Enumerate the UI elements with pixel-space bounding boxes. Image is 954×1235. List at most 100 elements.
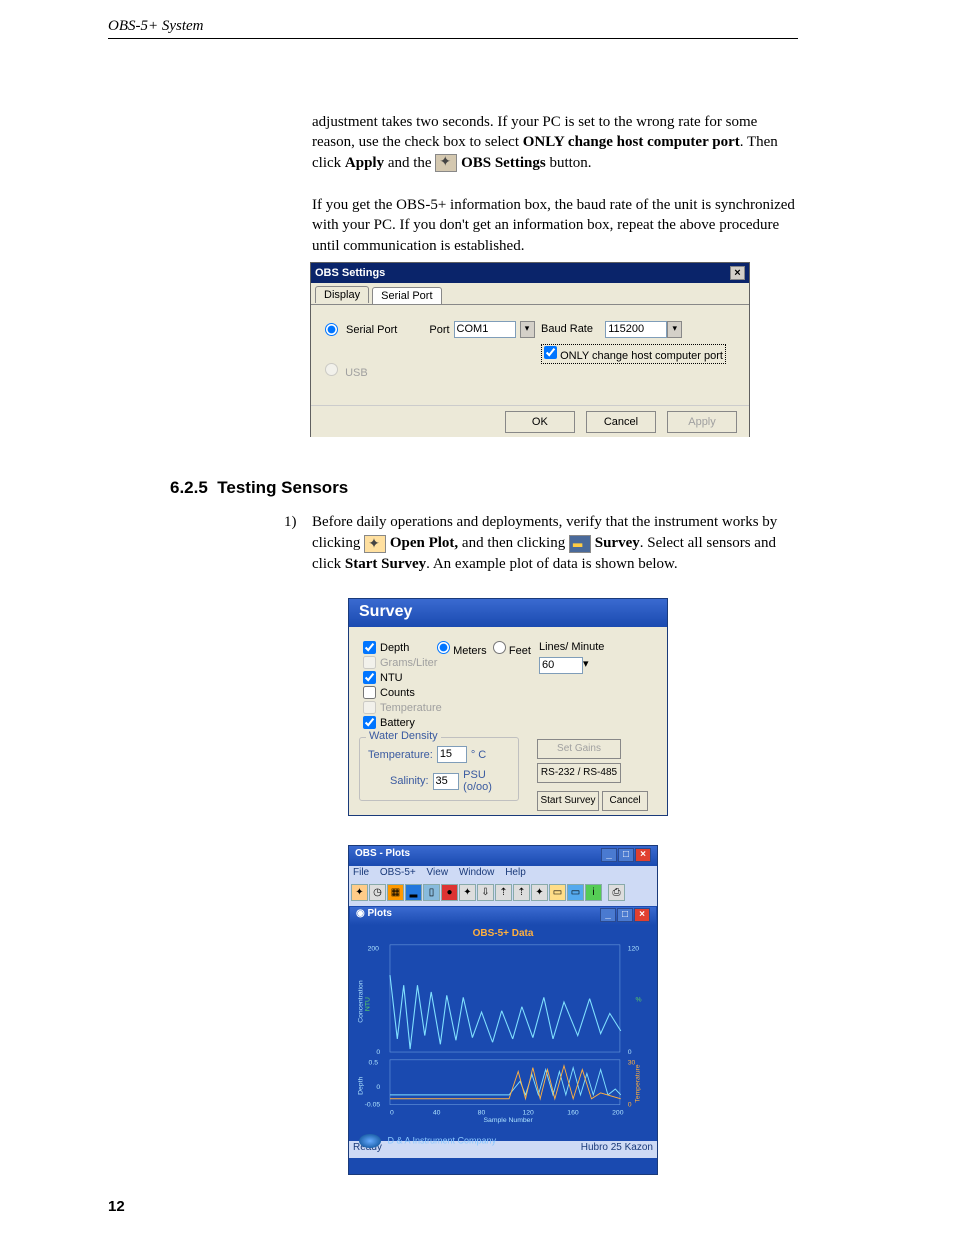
menu-window[interactable]: Window bbox=[459, 867, 495, 878]
dropdown-arrow-icon[interactable]: ▾ bbox=[667, 321, 682, 338]
feet-label: Feet bbox=[509, 645, 531, 657]
ylabel-conc-sub: NTU bbox=[365, 997, 372, 1011]
baud-select[interactable]: 115200 bbox=[605, 321, 667, 338]
meters-label: Meters bbox=[453, 645, 487, 657]
xlabel: Sample Number bbox=[484, 1117, 534, 1124]
close-icon[interactable]: × bbox=[635, 848, 651, 862]
ylabel-depth: Depth bbox=[358, 1077, 365, 1095]
serial-port-label: Serial Port bbox=[346, 324, 397, 336]
inner-window-buttons: _□× bbox=[599, 908, 650, 924]
toolbar-config-icon[interactable]: ✦ bbox=[531, 884, 548, 901]
minimize-icon[interactable]: _ bbox=[600, 908, 616, 922]
toolbar-folder-icon[interactable]: ▭ bbox=[549, 884, 566, 901]
menu-help[interactable]: Help bbox=[505, 867, 526, 878]
tab-serial-port[interactable]: Serial Port bbox=[372, 287, 441, 304]
toolbar-stop-icon[interactable]: ● bbox=[441, 884, 458, 901]
toolbar-up2-icon[interactable]: ⇡ bbox=[513, 884, 530, 901]
toolbar-survey-icon[interactable]: ▂ bbox=[405, 884, 422, 901]
temperature-field-row: Temperature: 15 ° C bbox=[368, 746, 510, 763]
text: and the bbox=[384, 155, 435, 171]
obs-settings-dialog: OBS Settings × Display Serial Port Seria… bbox=[310, 262, 750, 437]
maximize-icon[interactable]: □ bbox=[618, 848, 634, 862]
survey-icon bbox=[569, 535, 591, 553]
toolbar-settings-icon[interactable]: ✦ bbox=[351, 884, 368, 901]
battery-checkbox-row: Battery bbox=[363, 716, 653, 729]
toolbar-print-icon[interactable]: ⎙ bbox=[608, 884, 625, 901]
toolbar-up1-icon[interactable]: ⇡ bbox=[495, 884, 512, 901]
xtick: 80 bbox=[478, 1109, 486, 1116]
xtick: 120 bbox=[522, 1109, 534, 1116]
temperature-checkbox-row: Temperature bbox=[363, 701, 653, 714]
tab-display[interactable]: Display bbox=[315, 286, 369, 303]
toolbar-doc-icon[interactable]: ▯ bbox=[423, 884, 440, 901]
lines-per-minute-select[interactable]: 60 bbox=[539, 657, 583, 674]
salinity-field-row: Salinity: 35 PSU (o/oo) bbox=[368, 769, 510, 793]
obs-settings-icon bbox=[435, 154, 457, 172]
grams-checkbox-row: Grams/Liter bbox=[363, 656, 653, 669]
port-label: Port bbox=[429, 324, 449, 336]
depth-axis-top: 0.5 bbox=[369, 1060, 379, 1067]
toolbar-clock-icon[interactable]: ◷ bbox=[369, 884, 386, 901]
menu-file[interactable]: File bbox=[353, 867, 369, 878]
meters-radio[interactable] bbox=[437, 641, 450, 654]
paragraph-baud-adjust: adjustment takes two seconds. If your PC… bbox=[312, 112, 802, 173]
unit-radios: Meters Feet bbox=[437, 641, 531, 657]
only-change-checkbox[interactable] bbox=[544, 346, 557, 359]
temp-axis-bottom: 0 bbox=[628, 1102, 632, 1109]
grams-label: Grams/Liter bbox=[380, 657, 437, 669]
usb-radio bbox=[325, 363, 338, 376]
usb-label: USB bbox=[345, 367, 368, 379]
text: If you get the OBS-5+ information box, t… bbox=[312, 197, 795, 254]
ylabel-temp: Temperature bbox=[634, 1064, 641, 1102]
serial-port-radio[interactable] bbox=[325, 323, 338, 336]
toolbar-gear-icon[interactable]: ✦ bbox=[459, 884, 476, 901]
open-plot-icon bbox=[364, 535, 386, 553]
dropdown-arrow-icon[interactable]: ▾ bbox=[583, 657, 589, 670]
batt-axis-top: 120 bbox=[628, 946, 640, 953]
title-text: OBS Settings bbox=[315, 267, 385, 279]
company-line: D & A Instrument Company bbox=[353, 1132, 653, 1150]
dropdown-arrow-icon[interactable]: ▾ bbox=[520, 321, 535, 338]
xtick: 160 bbox=[567, 1109, 579, 1116]
text: and then clicking bbox=[458, 535, 569, 551]
cancel-button[interactable]: Cancel bbox=[602, 791, 648, 811]
temperature-input[interactable]: 15 bbox=[437, 746, 467, 763]
feet-radio[interactable] bbox=[493, 641, 506, 654]
battery-checkbox[interactable] bbox=[363, 716, 376, 729]
menu-view[interactable]: View bbox=[427, 867, 449, 878]
ok-button[interactable]: OK bbox=[505, 411, 575, 433]
inner-title-text: Plots bbox=[368, 908, 392, 919]
close-icon[interactable]: × bbox=[634, 908, 650, 922]
start-survey-button[interactable]: Start Survey bbox=[537, 791, 599, 811]
logo-icon bbox=[359, 1134, 381, 1148]
maximize-icon[interactable]: □ bbox=[617, 908, 633, 922]
depth-checkbox[interactable] bbox=[363, 641, 376, 654]
minimize-icon[interactable]: _ bbox=[601, 848, 617, 862]
counts-checkbox-row: Counts bbox=[363, 686, 653, 699]
cancel-button[interactable]: Cancel bbox=[586, 411, 656, 433]
chart-svg: 200 0 120 0 Concentration NTU % 0.5 0 -0… bbox=[353, 939, 653, 1129]
salinity-input[interactable]: 35 bbox=[433, 773, 460, 790]
toolbar: ✦ ◷ ▦ ▂ ▯ ● ✦ ⇩ ⇡ ⇡ ✦ ▭ ▭ i ⎙ bbox=[349, 882, 657, 906]
section-title: Testing Sensors bbox=[217, 478, 348, 497]
toolbar-table-icon[interactable]: ▦ bbox=[387, 884, 404, 901]
only-change-label: ONLY change host computer port bbox=[560, 350, 723, 362]
baud-column: Baud Rate 115200▾ ONLY change host compu… bbox=[541, 321, 749, 364]
section-number: 6.2.5 bbox=[170, 478, 208, 497]
close-icon[interactable]: × bbox=[730, 266, 745, 280]
ntu-checkbox[interactable] bbox=[363, 671, 376, 684]
toolbar-screen-icon[interactable]: ▭ bbox=[567, 884, 584, 901]
step-1: 1) Before daily operations and deploymen… bbox=[312, 512, 802, 575]
dialog-body: Serial Port Port COM1▾ Baud Rate 115200▾… bbox=[311, 305, 749, 405]
conc-line bbox=[390, 975, 621, 1049]
rs232-button[interactable]: RS-232 / RS-485 bbox=[537, 763, 621, 783]
bold: OBS Settings bbox=[461, 155, 546, 171]
toolbar-download-icon[interactable]: ⇩ bbox=[477, 884, 494, 901]
text: button. bbox=[546, 155, 592, 171]
menu-obs5[interactable]: OBS-5+ bbox=[380, 867, 416, 878]
batt-axis-bottom: 0 bbox=[628, 1049, 632, 1056]
counts-checkbox[interactable] bbox=[363, 686, 376, 699]
titlebar: Survey bbox=[349, 599, 667, 627]
port-select[interactable]: COM1 bbox=[454, 321, 516, 338]
toolbar-info-icon[interactable]: i bbox=[585, 884, 602, 901]
